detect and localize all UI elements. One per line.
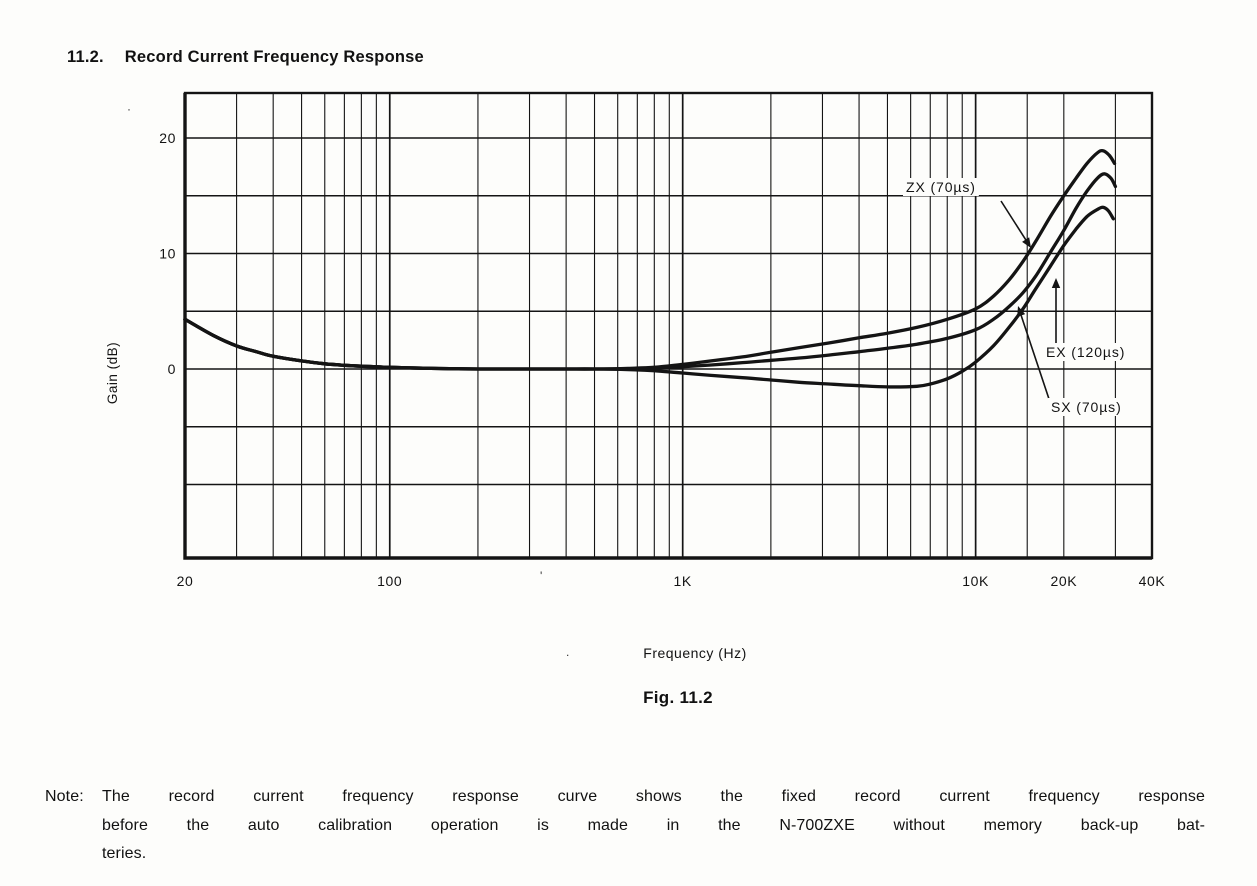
y-tick-label: 0 — [168, 361, 176, 377]
note-line: before the auto calibration operation is… — [102, 816, 1205, 834]
x-axis-title: Frequency (Hz) — [643, 645, 746, 661]
y-axis-title: Gain (dB) — [105, 342, 120, 404]
arrowhead-icon — [1022, 237, 1031, 248]
curve-label-sx: SX (70µs) — [1051, 399, 1122, 415]
note-line: teries. — [102, 845, 147, 862]
label-backing — [903, 178, 979, 196]
y-tick-label: 10 — [159, 246, 176, 262]
note-line: The record current frequency response cu… — [102, 788, 1205, 805]
curve-layer — [183, 148, 1118, 389]
curve-label-zx: ZX (70µs) — [906, 179, 976, 195]
curve-annotation-zx: ZX (70µs) — [903, 178, 1031, 248]
x-tick-label: 20K — [1050, 573, 1077, 589]
label-backing — [1048, 398, 1125, 416]
note-label: Note: — [45, 788, 84, 805]
curve-label-arrow — [1000, 200, 1028, 243]
scan-speck: ' — [540, 569, 542, 583]
section-heading: 11.2. Record Current Frequency Response — [67, 48, 424, 67]
note-text: The record current frequency response cu… — [102, 783, 1205, 869]
x-tick-label: 1K — [674, 573, 692, 589]
x-tick-label: 40K — [1139, 573, 1166, 589]
chart-plot-area — [183, 91, 1154, 560]
curve-annotation-ex: EX (120µs) — [1043, 278, 1129, 361]
label-backing — [1043, 343, 1129, 361]
grid-layer — [183, 91, 1154, 560]
curve-label-ex: EX (120µs) — [1046, 344, 1125, 360]
curve-annotation-sx: SX (70µs) — [1017, 306, 1125, 416]
scan-speck: · — [127, 102, 131, 116]
curve-label-arrow — [1019, 312, 1050, 400]
section-number: 11.2. — [67, 48, 104, 66]
curve-sx — [183, 205, 1115, 389]
arrowhead-icon — [1017, 306, 1026, 317]
arrowhead-icon — [1051, 278, 1061, 288]
note-block: Note: The record current frequency respo… — [45, 783, 1205, 869]
x-tick-label: 100 — [377, 573, 402, 589]
chart-axis-edge — [183, 93, 1152, 560]
figure-caption: Fig. 11.2 — [643, 688, 713, 707]
section-title: Record Current Frequency Response — [124, 48, 424, 66]
x-tick-label: 20 — [177, 573, 194, 589]
scan-speck: . — [566, 645, 569, 659]
y-tick-label: 20 — [159, 130, 176, 146]
x-tick-label: 10K — [962, 573, 989, 589]
